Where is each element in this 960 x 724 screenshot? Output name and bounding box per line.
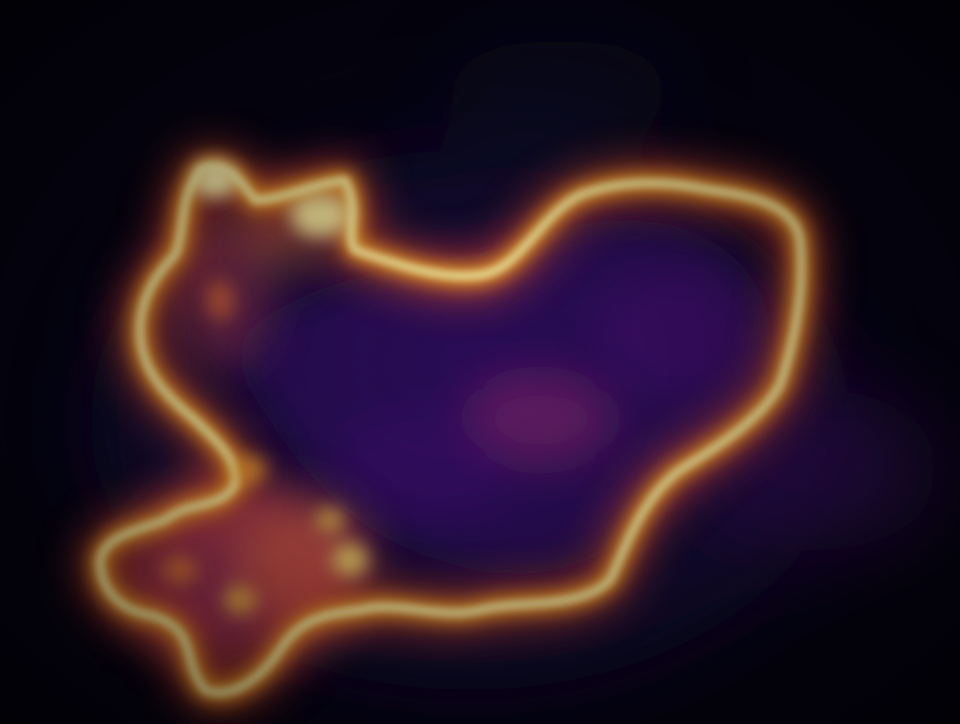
vignette — [0, 0, 960, 724]
heatmap-image — [0, 0, 960, 724]
